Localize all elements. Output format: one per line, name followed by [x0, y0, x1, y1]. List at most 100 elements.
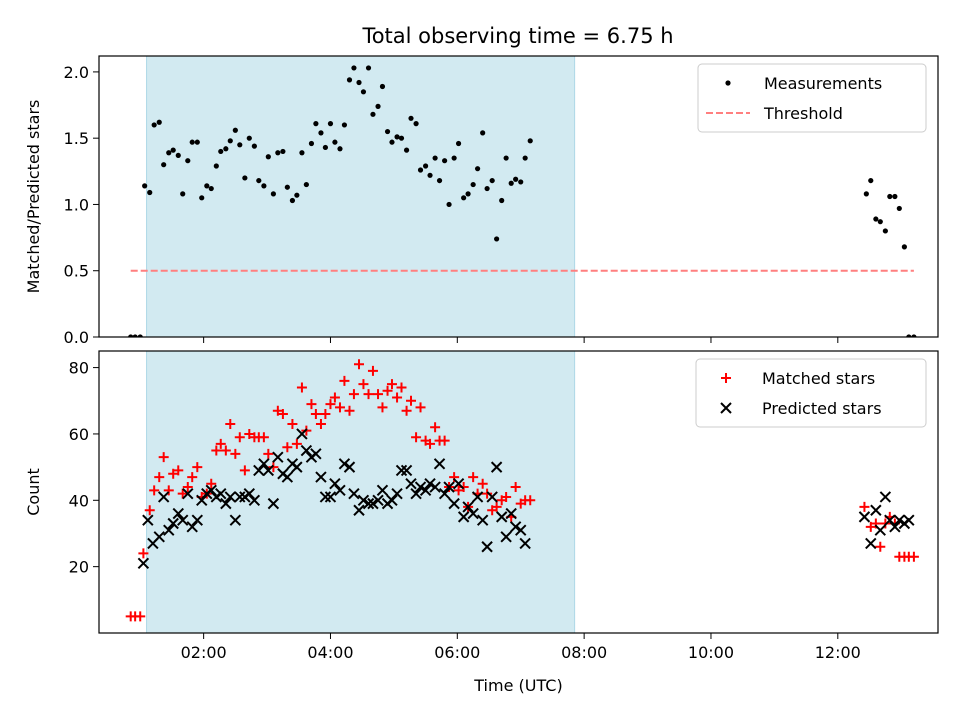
matched-star-point — [491, 501, 502, 512]
matched-star-point — [392, 392, 403, 403]
measurement-point — [417, 167, 424, 173]
measurement-point — [337, 146, 343, 152]
matched-star-point — [211, 445, 222, 456]
predicted-star-point — [486, 491, 498, 503]
matched-star-point — [182, 482, 193, 493]
matched-star-point — [468, 472, 479, 483]
matched-star-point — [239, 465, 250, 476]
measurement-point — [284, 184, 290, 190]
measurement-point — [518, 179, 524, 185]
matched-star-point — [439, 435, 450, 446]
measurement-point — [227, 138, 233, 144]
matched-star-point — [482, 488, 493, 499]
predicted-star-point — [220, 497, 232, 510]
predicted-star-point — [137, 557, 150, 570]
predicted-star-point — [234, 491, 246, 503]
measurement-point — [128, 334, 134, 337]
predicted-star-point — [338, 458, 351, 470]
matched-star-point — [168, 468, 179, 479]
predicted-star-point — [272, 451, 284, 463]
measurement-point — [489, 177, 495, 184]
matched-star-point — [315, 418, 326, 429]
matched-star-point — [382, 385, 393, 396]
matched-star-point — [453, 485, 464, 496]
x-tick-label: 12:00 — [815, 643, 861, 662]
measurement-point — [199, 195, 205, 201]
measurement-point — [142, 183, 148, 189]
predicted-star-point — [191, 514, 204, 526]
measurement-point — [446, 201, 452, 208]
predicted-star-point — [452, 477, 465, 490]
matched-star-point — [411, 432, 422, 443]
x-tick-label: 02:00 — [181, 643, 227, 662]
x-axis-label: Time (UTC) — [473, 676, 562, 695]
predicted-star-point — [229, 514, 242, 526]
predicted-star-point — [157, 491, 170, 503]
matched-star-point — [373, 389, 384, 400]
predicted-star-point — [870, 504, 882, 516]
predicted-star-point — [177, 514, 189, 526]
matched-star-point — [367, 365, 378, 376]
measurement-point — [360, 89, 367, 95]
matched-star-point — [225, 418, 236, 429]
matched-star-point — [154, 472, 165, 483]
legend-marker-measurements — [725, 80, 731, 86]
predicted-star-point — [353, 504, 365, 516]
bottom-panel: 20 40 60 80 02:00 04:00 06:00 08:00 10:00 12:00 Co… — [24, 350, 939, 695]
predicted-star-point — [258, 458, 270, 470]
matched-star-point — [291, 438, 302, 449]
measurement-point — [422, 163, 429, 169]
matched-star-point — [310, 409, 321, 420]
measurement-point — [868, 177, 874, 184]
predicted-star-point — [215, 487, 227, 500]
legend-label: Predicted stars — [762, 399, 882, 418]
measurement-point — [389, 139, 395, 145]
predicted-star-point — [395, 464, 408, 477]
measurement-point — [394, 134, 400, 140]
matched-star-point — [525, 495, 536, 506]
matched-star-point — [415, 402, 426, 413]
measurement-point — [251, 143, 257, 149]
measurement-point — [442, 158, 448, 164]
matched-star-point — [875, 541, 886, 552]
measurement-point — [313, 120, 319, 127]
predicted-star-point — [410, 487, 422, 500]
measurement-point — [346, 77, 353, 83]
predicted-star-point — [243, 487, 256, 500]
measurement-point — [318, 130, 324, 136]
predicted-star-point — [248, 494, 261, 507]
matched-star-point — [173, 465, 184, 476]
measurement-point — [432, 155, 438, 161]
legend-label: Threshold — [763, 104, 843, 123]
measurement-point — [270, 191, 276, 197]
measurement-point — [365, 65, 372, 71]
matched-star-point — [406, 395, 417, 406]
measurement-point — [189, 139, 195, 145]
y-tick-label: 60 — [69, 425, 89, 444]
matched-star-point — [144, 505, 155, 516]
predicted-star-point — [414, 481, 427, 493]
x-tick-label: 06:00 — [434, 643, 480, 662]
observing-span — [146, 55, 576, 338]
matched-star-point — [258, 432, 269, 443]
axes-frame — [98, 55, 939, 338]
matched-star-point — [358, 379, 369, 390]
y-tick-label: 2.0 — [64, 63, 89, 82]
predicted-star-point — [167, 517, 179, 530]
matched-star-point — [865, 521, 876, 532]
measurement-point — [341, 122, 348, 128]
measurement-point — [327, 120, 334, 127]
y-tick-label: 1.0 — [64, 195, 89, 214]
predicted-star-point — [357, 494, 370, 507]
measurement-point — [375, 103, 381, 109]
x-tick-label: 10:00 — [688, 643, 734, 662]
predicted-star-point — [348, 487, 360, 500]
measurement-point — [275, 150, 281, 156]
measurement-point — [232, 127, 238, 133]
predicted-star-point — [224, 491, 236, 503]
predicted-star-point — [376, 484, 389, 497]
legend-frame — [695, 358, 927, 428]
predicted-star-point — [903, 514, 915, 526]
measurement-point — [351, 65, 357, 71]
measurement-point — [503, 155, 509, 161]
